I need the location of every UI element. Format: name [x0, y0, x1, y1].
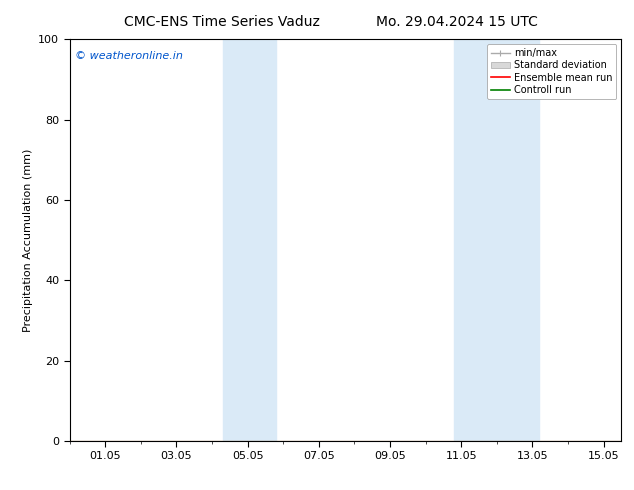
Text: © weatheronline.in: © weatheronline.in	[75, 51, 183, 61]
Text: Mo. 29.04.2024 15 UTC: Mo. 29.04.2024 15 UTC	[375, 15, 538, 29]
Text: CMC-ENS Time Series Vaduz: CMC-ENS Time Series Vaduz	[124, 15, 320, 29]
Legend: min/max, Standard deviation, Ensemble mean run, Controll run: min/max, Standard deviation, Ensemble me…	[487, 44, 616, 99]
Bar	[454, 39, 540, 441]
Y-axis label: Precipitation Accumulation (mm): Precipitation Accumulation (mm)	[23, 148, 33, 332]
Bar	[223, 39, 276, 441]
